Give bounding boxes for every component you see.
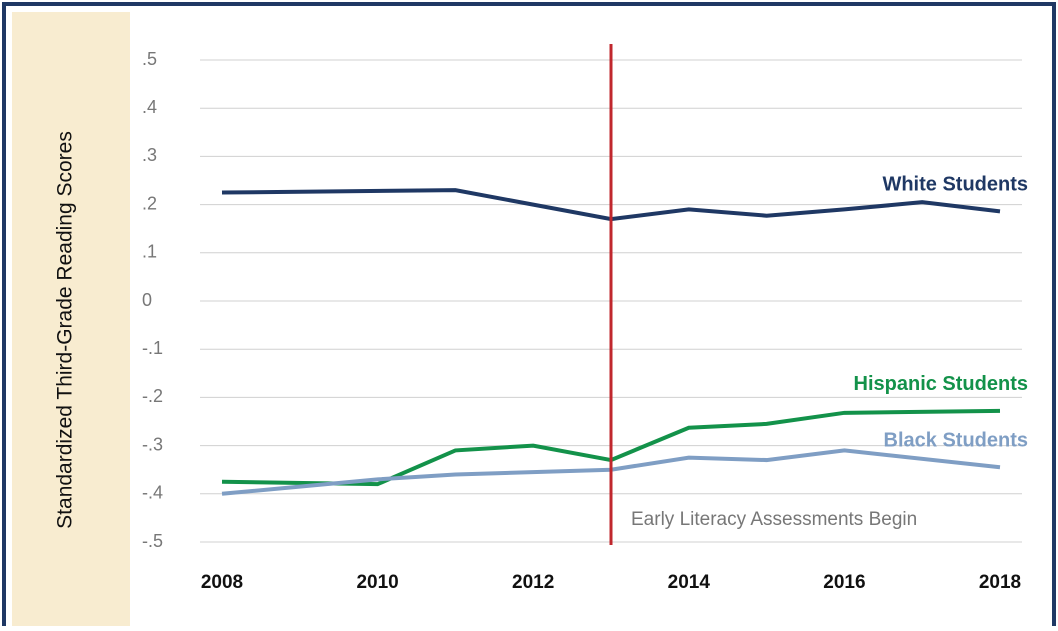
- y-tick-label: -.1: [142, 338, 163, 358]
- line: [221, 448, 1001, 496]
- y-tick-label: .2: [142, 193, 157, 213]
- y-tick-label: .4: [142, 97, 157, 117]
- series-label: White Students: [882, 174, 1028, 196]
- y-label-panel: [12, 12, 130, 626]
- x-tick-label: 2018: [979, 572, 1021, 593]
- y-tick-label: .5: [142, 49, 157, 69]
- x-tick-label: 2008: [201, 572, 243, 593]
- y-axis-label: Standardized Third-Grade Reading Scores: [54, 131, 77, 529]
- x-tick-label: 2010: [356, 572, 398, 593]
- y-tick-label: -.3: [142, 434, 163, 454]
- event-label: Early Literacy Assessments Begin: [631, 509, 917, 530]
- x-tick-label: 2012: [512, 572, 554, 593]
- series-label: Hispanic Students: [854, 373, 1028, 395]
- series-label: Black Students: [884, 430, 1028, 452]
- y-tick-label: .1: [142, 242, 157, 262]
- y-tick-label: 0: [142, 290, 152, 310]
- x-tick-label: 2014: [668, 572, 711, 593]
- y-tick-label: -.2: [142, 386, 163, 406]
- x-tick-label: 2016: [823, 572, 865, 593]
- y-tick-label: -.5: [142, 531, 163, 551]
- y-tick-label: .3: [142, 145, 157, 165]
- line: [221, 188, 1001, 222]
- y-tick-label: -.4: [142, 483, 163, 503]
